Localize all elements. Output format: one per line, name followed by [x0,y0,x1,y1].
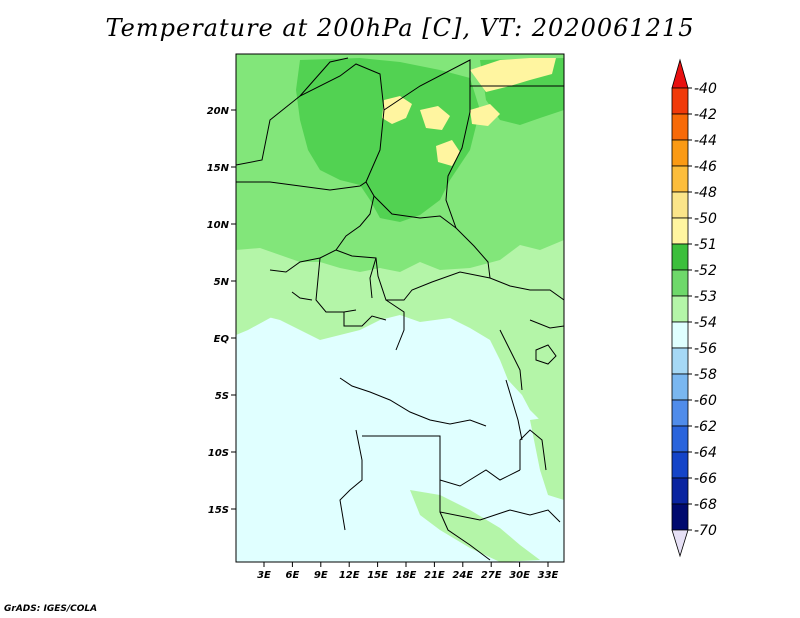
colorbar-label: -46 [694,159,717,175]
field-yellow-4 [470,58,556,92]
lat-tick-label: EQ [214,334,230,345]
longitude-axis: 3E 6E 9E 12E 15E 18E 21E 24E 27E 30E 33E [257,562,559,581]
field-yellow-2 [420,106,450,130]
lat-tick-label: 15S [208,505,229,516]
latitude-axis: 20N 15N 10N 5N EQ 5S 10S 15S [207,106,236,516]
colorbar-label: -54 [694,315,717,331]
lat-tick-label: 5N [214,277,230,288]
lat-tick-label: 10S [208,448,229,459]
colorbar-bottom-triangle [671,529,689,558]
colorbar-label: -56 [694,341,717,357]
lon-tick-label: 27E [481,570,502,581]
colorbar-box [671,373,689,401]
colorbar-label: -58 [694,367,717,383]
colorbar-box [671,425,689,453]
colorbar-box [671,347,689,375]
colorbar-box [671,165,689,193]
colorbar-label: -52 [694,263,717,279]
lon-tick-label: 3E [257,570,271,581]
colorbar-label: -64 [694,445,717,461]
colorbar-label: -44 [694,133,717,149]
colorbar-box [671,191,689,219]
colorbar-box [671,139,689,167]
colorbar-box [671,87,689,115]
lat-tick-label: 5S [215,391,229,402]
lat-tick-label: 10N [207,220,230,231]
colorbar-box [671,503,689,531]
field-green [296,58,480,222]
colorbar-label: -60 [694,393,717,409]
colorbar-box [671,451,689,479]
field-pale-green-patch-south [410,490,540,562]
colorbar-box [671,113,689,141]
colorbar-label: -53 [694,289,717,305]
lon-tick-label: 33E [538,570,559,581]
lon-tick-label: 18E [396,570,417,581]
field-pale-green-patch-southeast [530,415,564,500]
colorbar-label: -70 [694,523,717,539]
colorbar-label: -62 [694,419,717,435]
colorbar-label: -66 [694,471,717,487]
lon-tick-label: 12E [339,570,360,581]
lon-tick-label: 15E [367,570,388,581]
colorbar-label: -68 [694,497,717,513]
lon-tick-label: 9E [314,570,328,581]
plot-area [236,54,564,562]
colorbar-box [671,243,689,271]
colorbar-label: -42 [694,107,717,123]
map-title: Temperature at 200hPa [C], VT: 202006121… [105,14,695,42]
country-borders [236,57,564,561]
colorbar-box [671,399,689,427]
colorbar-box [671,217,689,245]
colorbar-box [671,477,689,505]
colorbar-label: -48 [694,185,717,201]
colorbar-box [671,321,689,349]
colorbar-box [671,295,689,323]
field-yellow-5 [470,104,500,126]
plot-frame [235,53,565,563]
colorbar-top-triangle [671,58,689,89]
lon-tick-label: 24E [452,570,473,581]
field-yellow-1 [382,96,412,124]
colorbar-box [671,269,689,297]
lon-tick-label: 21E [424,570,445,581]
colorbar-label: -51 [694,237,717,253]
colorbar-label: -40 [694,81,717,97]
lat-tick-label: 15N [207,163,230,174]
grads-credit: GrADS: IGES/COLA [4,604,98,614]
field-yellow-3 [436,140,460,166]
colorbar: -40 -42 -44 -46 -48 -50 -51 -52 -53 -54 -56 -58 -60 -… [671,58,717,558]
lon-tick-label: 6E [286,570,300,581]
field-pale-green-patch [236,266,296,335]
colorbar-label: -50 [694,211,717,227]
lon-tick-label: 30E [509,570,530,581]
lat-tick-label: 20N [207,106,230,117]
